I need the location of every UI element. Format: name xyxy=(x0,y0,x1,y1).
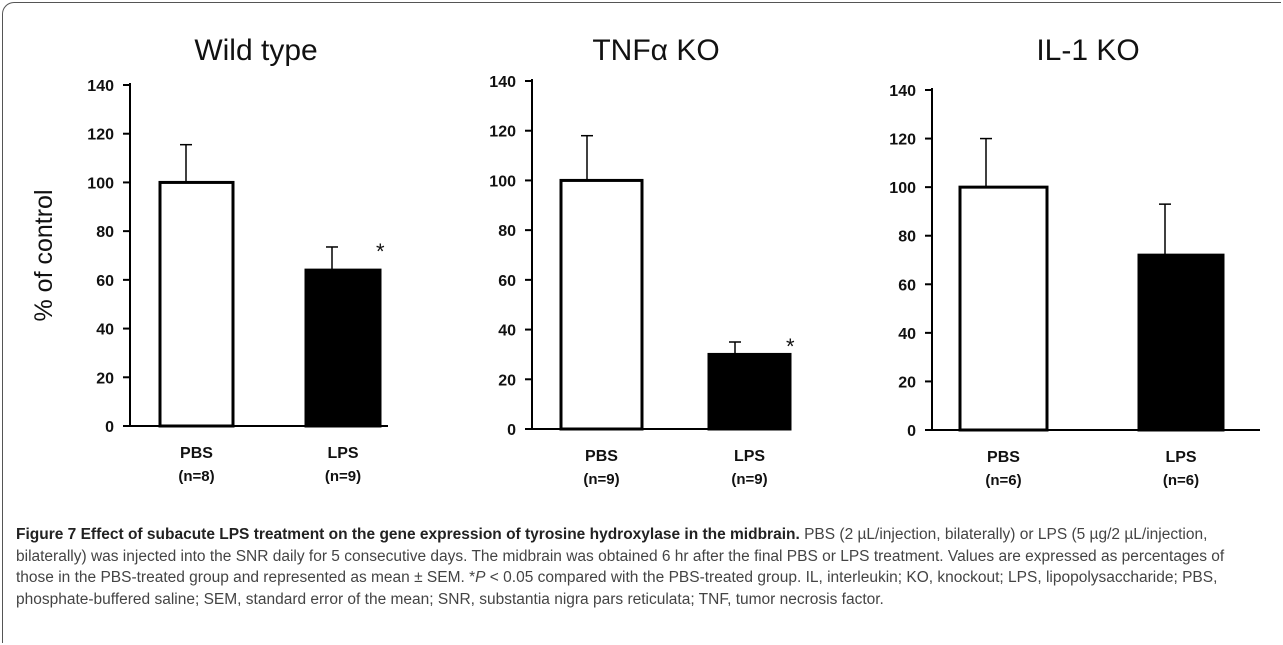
y-tick-label: 60 xyxy=(898,277,916,294)
bar-pbs xyxy=(158,180,235,428)
chart-title: IL-1 KO xyxy=(1036,34,1139,67)
caption-text-after-p: < 0.05 compared with the PBS-treated gro… xyxy=(16,569,1218,608)
bar-lps xyxy=(304,268,382,428)
y-tick-label: 20 xyxy=(898,374,916,391)
significance-annotation: * xyxy=(786,334,795,359)
y-tick-label: 140 xyxy=(87,78,114,95)
category-n-label: (n=6) xyxy=(1163,472,1199,489)
category-n-label: (n=9) xyxy=(731,471,767,488)
y-tick-label: 120 xyxy=(489,124,516,141)
chart-panel-3: IL-1 KO 0 20 40 60 80 100 120 140 PBS (n=6) LPS (n=6… xyxy=(889,34,1260,489)
chart-panel-2: TNFα KO 0 20 40 60 80 100 120 140 PBS (n=9) * LPS (n=… xyxy=(489,34,795,488)
bar-lps xyxy=(707,352,792,431)
y-tick-label: 140 xyxy=(889,83,916,100)
category-label: PBS xyxy=(585,448,618,465)
category-n-label: (n=8) xyxy=(178,468,214,485)
category-label: LPS xyxy=(327,445,358,462)
y-tick-label: 80 xyxy=(96,224,114,241)
category-label: LPS xyxy=(734,448,765,465)
category-label: PBS xyxy=(180,445,213,462)
y-tick-label: 0 xyxy=(507,422,516,439)
y-tick-label: 120 xyxy=(87,127,114,144)
significance-annotation: * xyxy=(376,239,385,264)
figure-caption: Figure 7 Effect of subacute LPS treatmen… xyxy=(16,524,1266,610)
y-tick-label: 120 xyxy=(889,132,916,149)
y-tick-label: 40 xyxy=(498,323,516,340)
chart-title: Wild type xyxy=(194,34,317,67)
y-tick-label: 40 xyxy=(898,326,916,343)
caption-label: Figure 7 Effect of subacute LPS treatmen… xyxy=(16,526,800,543)
category-n-label: (n=6) xyxy=(985,472,1021,489)
y-tick-label: 100 xyxy=(87,175,114,192)
y-tick-label: 20 xyxy=(498,372,516,389)
y-tick-label: 100 xyxy=(489,173,516,190)
y-tick-label: 0 xyxy=(907,423,916,440)
chart-panel-1: Wild type 0 20 40 60 80 100 120 140 % of control P… xyxy=(30,34,388,485)
category-label: PBS xyxy=(987,449,1020,466)
y-tick-label: 80 xyxy=(898,229,916,246)
y-tick-label: 80 xyxy=(498,223,516,240)
figure-charts: Wild type 0 20 40 60 80 100 120 140 % of control P… xyxy=(30,34,1260,489)
bar-lps xyxy=(1137,253,1225,432)
y-axis-label: % of control xyxy=(30,189,58,321)
category-n-label: (n=9) xyxy=(325,468,361,485)
caption-text-before-p: PBS (2 µL/injection, bilaterally) or LPS… xyxy=(16,526,1225,586)
y-tick-label: 60 xyxy=(498,273,516,290)
y-tick-label: 100 xyxy=(889,180,916,197)
bar-pbs xyxy=(559,178,644,431)
caption-p-symbol: P xyxy=(475,569,486,586)
bar-pbs xyxy=(958,185,1049,432)
y-tick-label: 60 xyxy=(96,273,114,290)
y-tick-label: 20 xyxy=(96,370,114,387)
chart-title: TNFα KO xyxy=(592,34,719,67)
y-tick-label: 0 xyxy=(105,419,114,436)
category-label: LPS xyxy=(1165,449,1196,466)
y-tick-label: 140 xyxy=(489,74,516,91)
y-tick-label: 40 xyxy=(96,322,114,339)
category-n-label: (n=9) xyxy=(583,471,619,488)
